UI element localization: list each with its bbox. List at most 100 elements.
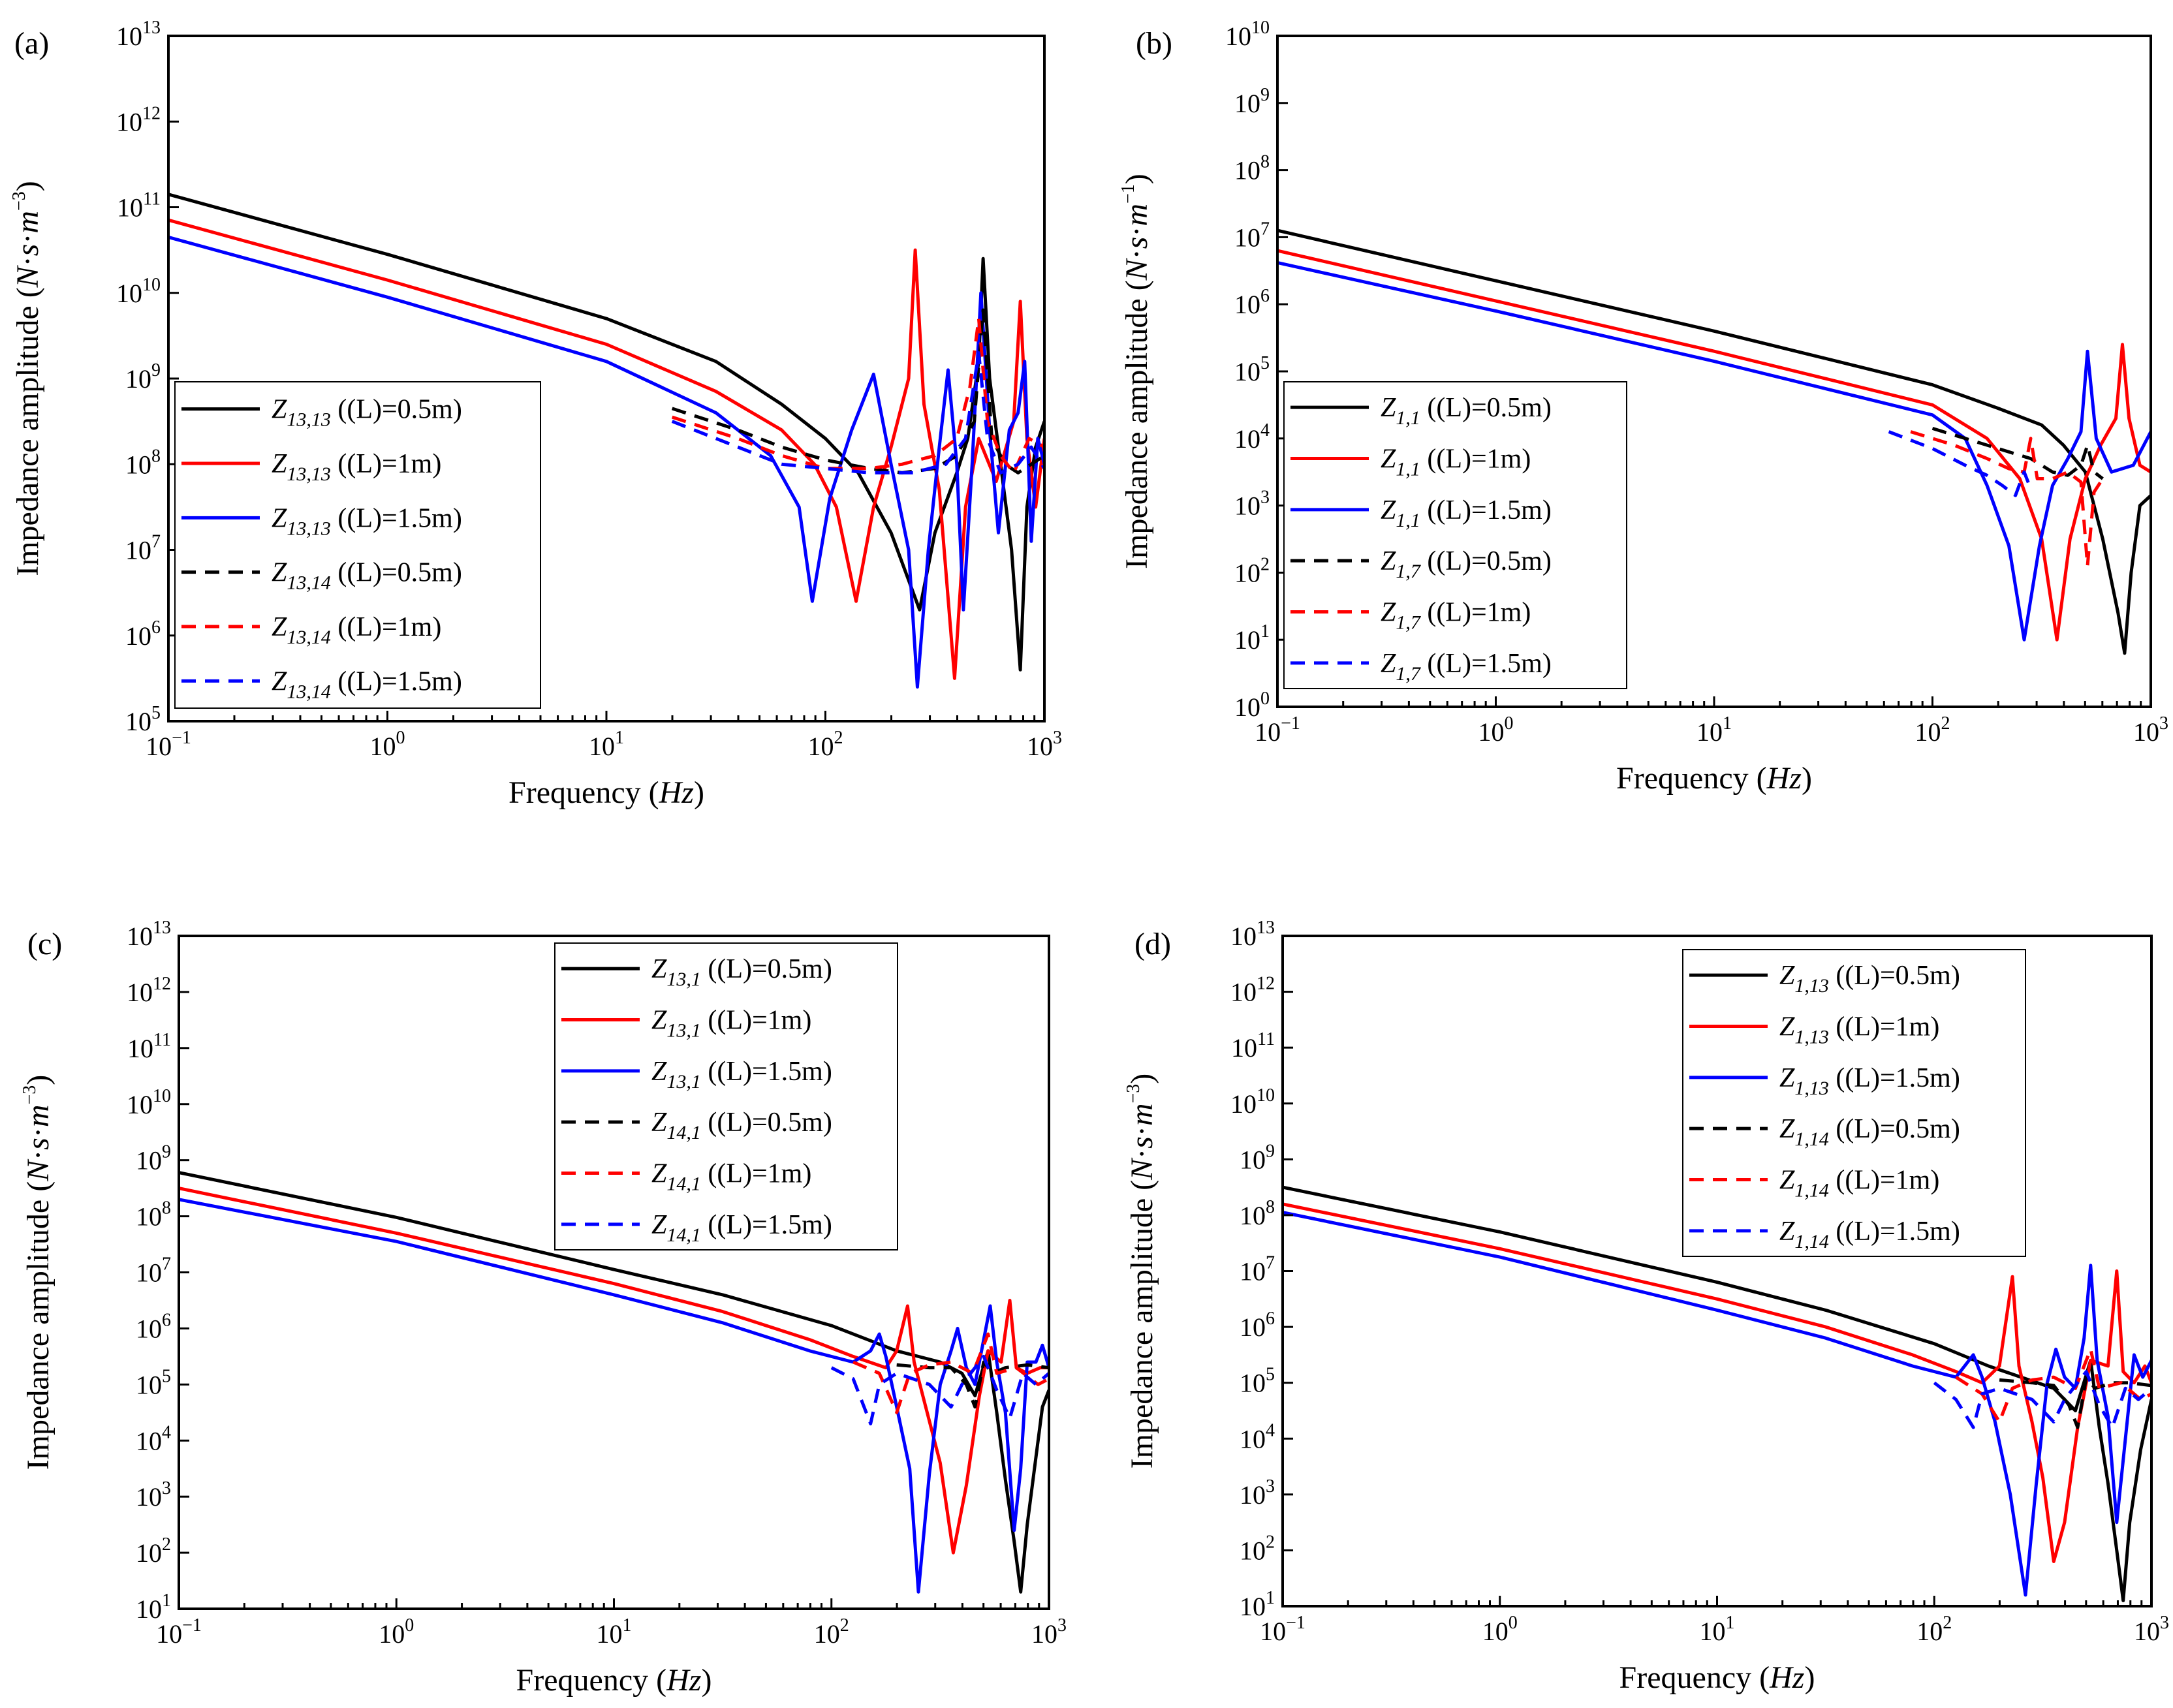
y-tick-label: 104 <box>1234 420 1270 454</box>
series-line-3 <box>168 235 1044 689</box>
legend-label: Z1,14 ((L)=0.5m) <box>1779 1114 1960 1150</box>
y-tick-label: 109 <box>1234 85 1270 118</box>
x-tick-label: 10−1 <box>1260 1613 1305 1646</box>
y-tick-label: 108 <box>136 1198 171 1232</box>
x-tick-label: 102 <box>1915 713 1950 747</box>
y-tick-label: 1011 <box>127 1030 171 1063</box>
series-group <box>168 193 1044 689</box>
series-line-5 <box>671 317 1044 474</box>
y-axis-title: Impedance amplitude (N·s·m−3) <box>20 1075 55 1470</box>
series-line-1 <box>179 1171 1049 1594</box>
y-tick-label: 102 <box>1234 554 1270 587</box>
x-tick-label: 100 <box>379 1615 414 1649</box>
y-tick-label: 1011 <box>1231 1029 1275 1063</box>
x-tick-label: 103 <box>2133 713 2168 747</box>
x-tick-label: 100 <box>370 728 405 761</box>
series-line-3 <box>1283 1211 2151 1597</box>
chart-panel-3: (c) 10−1 100 101 102 103 101 102 103 104 105 106 107… <box>20 918 1067 1698</box>
x-axis-title: Frequency (Hz) <box>508 775 704 810</box>
legend-label: Z1,1 ((L)=1.5m) <box>1381 495 1552 531</box>
legend-label: Z13,13 ((L)=0.5m) <box>272 395 462 431</box>
legend: Z13,1 ((L)=0.5m) Z13,1 ((L)=1m) Z13,1 ((L)… <box>554 942 898 1250</box>
x-tick-label: 100 <box>1482 1613 1518 1646</box>
panel-label: (b) <box>1136 26 1172 61</box>
series-line-6 <box>830 1354 1049 1425</box>
chart-panel-2: (b)10−1 100 101 102 103100101102103104105106… <box>1118 18 2168 796</box>
y-tick-label: 109 <box>1240 1141 1275 1174</box>
legend-label: Z13,14 ((L)=0.5m) <box>272 558 462 594</box>
legend-label: Z13,13 ((L)=1.5m) <box>272 503 462 539</box>
x-tick-label: 102 <box>1916 1613 1952 1646</box>
legend-label: Z1,1 ((L)=0.5m) <box>1381 393 1552 429</box>
y-tick-label: 102 <box>1240 1532 1275 1565</box>
series-group <box>179 1171 1049 1594</box>
series-line-6 <box>671 351 1044 474</box>
y-tick-label: 107 <box>125 532 161 565</box>
y-tick-label: 104 <box>136 1422 171 1455</box>
legend-box <box>554 942 898 1250</box>
series-group <box>1283 1185 2151 1602</box>
legend-label: Z13,1 ((L)=1.5m) <box>651 1057 832 1093</box>
y-tick-label: 1013 <box>127 918 171 951</box>
y-tick-label: 1010 <box>116 275 161 308</box>
y-tick-label: 108 <box>125 446 161 479</box>
series-group <box>1277 228 2151 655</box>
y-tick-label: 106 <box>1234 286 1270 319</box>
legend-label: Z1,13 ((L)=1m) <box>1779 1012 1939 1048</box>
series-line-5 <box>852 1332 1049 1414</box>
y-tick-label: 101 <box>1234 621 1270 655</box>
x-tick-label: 101 <box>1696 713 1732 747</box>
y-tick-label: 106 <box>1240 1309 1275 1342</box>
y-tick-label: 105 <box>1234 353 1270 386</box>
y-tick-label: 101 <box>136 1591 171 1624</box>
series-line-2 <box>1277 249 2151 642</box>
y-tick-label: 1012 <box>116 103 161 136</box>
legend-label: Z1,7 ((L)=0.5m) <box>1381 546 1552 582</box>
series-line-2 <box>168 218 1044 680</box>
y-tick-label: 103 <box>1234 488 1270 521</box>
legend-label: Z1,14 ((L)=1.5m) <box>1779 1217 1960 1252</box>
legend: Z13,13 ((L)=0.5m) Z13,13 ((L)=1m) Z13,13 (… <box>174 381 541 709</box>
legend: Z1,13 ((L)=0.5m) Z1,13 ((L)=1m) Z1,13 ((L)… <box>1682 949 2026 1257</box>
x-tick-label: 102 <box>814 1615 849 1649</box>
y-tick-label: 102 <box>136 1534 171 1568</box>
x-tick-label: 101 <box>597 1615 632 1649</box>
y-tick-label: 105 <box>136 1366 171 1399</box>
y-tick-label: 1010 <box>1225 18 1270 51</box>
legend: Z1,1 ((L)=0.5m) Z1,1 ((L)=1m) Z1,1 ((L)=1.… <box>1283 381 1627 689</box>
legend-label: Z1,7 ((L)=1m) <box>1381 598 1531 634</box>
y-tick-label: 107 <box>1234 219 1270 252</box>
x-axis-title: Frequency (Hz) <box>1619 1660 1815 1695</box>
series-line-1 <box>1277 228 2151 655</box>
x-tick-label: 103 <box>1031 1615 1067 1649</box>
y-tick-label: 105 <box>1240 1365 1275 1398</box>
y-axis-title: Impedance amplitude (N·s·m−3) <box>9 181 45 576</box>
panel-label: (d) <box>1134 927 1171 961</box>
y-tick-label: 1010 <box>127 1086 171 1119</box>
y-axis-title: Impedance amplitude (N·s·m−1) <box>1118 174 1154 569</box>
x-tick-label: 103 <box>2134 1613 2169 1646</box>
legend-box <box>174 381 541 709</box>
series-line-5 <box>1955 1347 2151 1424</box>
legend-label: Z14,1 ((L)=1.5m) <box>651 1210 832 1246</box>
y-tick-label: 1011 <box>117 189 161 223</box>
x-tick-label: 101 <box>1700 1613 1735 1646</box>
series-line-4 <box>1931 427 2104 480</box>
series-line-6 <box>1933 1370 2151 1429</box>
x-tick-label: 103 <box>1027 728 1062 761</box>
series-line-1 <box>1283 1185 2151 1602</box>
legend-label: Z13,14 ((L)=1.5m) <box>272 666 462 702</box>
y-tick-label: 108 <box>1240 1197 1275 1230</box>
y-tick-label: 1012 <box>127 974 171 1007</box>
x-axis-title: Frequency (Hz) <box>1616 761 1812 796</box>
y-tick-label: 1013 <box>1230 918 1275 951</box>
y-tick-label: 106 <box>136 1310 171 1343</box>
panel-label: (a) <box>14 26 49 61</box>
legend-label: Z1,7 ((L)=1.5m) <box>1381 649 1552 685</box>
series-line-2 <box>1283 1202 2151 1563</box>
legend-label: Z14,1 ((L)=0.5m) <box>651 1108 832 1143</box>
chart-panel-1: (a) 10−1 100 101 102 103 105 106 107 108 109 1010 10… <box>9 18 1062 810</box>
legend-label: Z1,14 ((L)=1m) <box>1779 1166 1939 1202</box>
legend-label: Z1,1 ((L)=1m) <box>1381 444 1531 480</box>
